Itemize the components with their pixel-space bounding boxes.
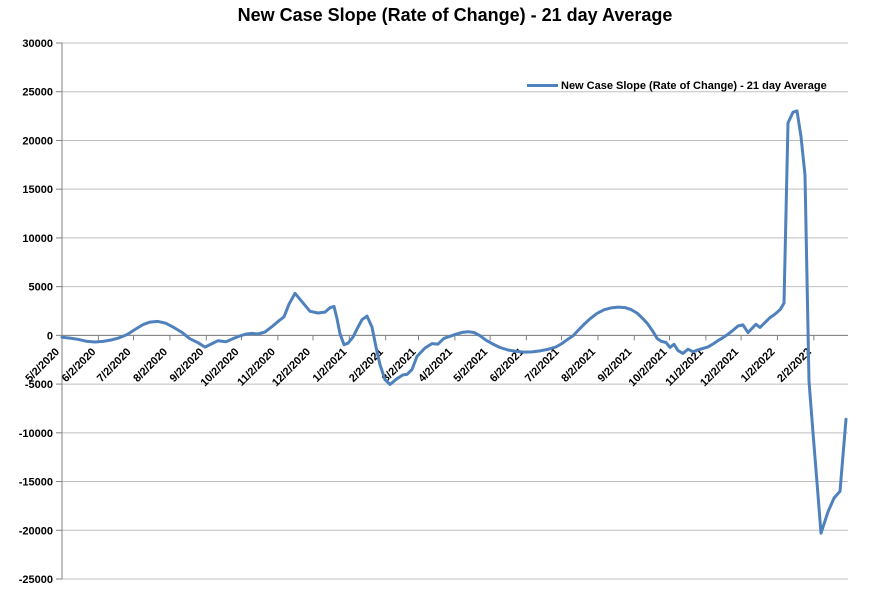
y-tick-label: 15000	[22, 184, 53, 196]
x-tick-label: 6/2/2020	[60, 346, 99, 385]
legend-line-swatch	[527, 84, 558, 87]
y-tick-label: 0	[47, 330, 53, 342]
x-tick-label: 1/2/2021	[311, 346, 350, 385]
y-tick-label: 10000	[22, 233, 53, 245]
x-tick-label: 7/2/2020	[95, 346, 134, 385]
x-tick-label: 12/2/2021	[698, 346, 741, 389]
y-tick-label: 25000	[22, 87, 53, 99]
x-tick-label: 12/2/2020	[270, 346, 313, 389]
legend-label: New Case Slope (Rate of Change) - 21 day…	[561, 79, 827, 92]
y-tick-label: -25000	[19, 574, 53, 586]
y-tick-label: 5000	[29, 282, 53, 294]
legend: New Case Slope (Rate of Change) - 21 day…	[527, 77, 827, 94]
x-tick-label: 10/2/2020	[198, 346, 241, 389]
x-tick-label: 10/2/2021	[627, 346, 670, 389]
x-tick-label: 8/2/2020	[131, 346, 170, 385]
y-tick-label: -20000	[19, 525, 53, 537]
x-tick-label: 8/2/2021	[559, 346, 598, 385]
y-tick-label: 30000	[22, 38, 53, 50]
y-tick-label: -15000	[19, 477, 53, 489]
y-tick-label: 20000	[22, 135, 53, 147]
x-tick-label: 1/2/2022	[739, 346, 778, 385]
y-tick-label: -10000	[19, 428, 53, 440]
series-line	[60, 109, 848, 535]
x-tick-label: 5/2/2021	[451, 346, 490, 385]
y-tick-label: -5000	[25, 379, 53, 391]
chart-title: New Case Slope (Rate of Change) - 21 day…	[237, 5, 673, 25]
